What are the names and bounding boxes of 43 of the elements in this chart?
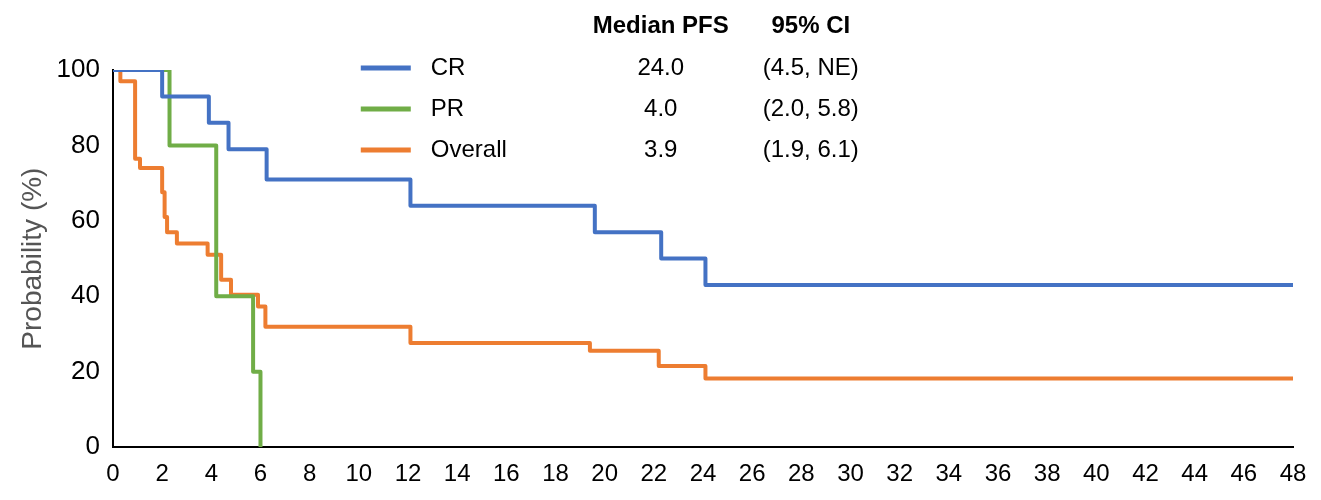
annotation: 24.0 <box>637 52 685 80</box>
x-tick-label: 12 <box>394 459 422 487</box>
y-tick-label: 80 <box>71 128 100 159</box>
annotation: 4.0 <box>644 93 678 121</box>
x-tick-label: 32 <box>886 459 914 487</box>
legend-label: Overall <box>430 134 507 162</box>
annotation: (4.5, NE) <box>762 52 859 80</box>
annotation: (1.9, 6.1) <box>762 134 859 162</box>
legend-title: Median PFS <box>592 10 729 38</box>
x-tick-label: 44 <box>1181 459 1209 487</box>
x-tick-label: 20 <box>591 459 619 487</box>
annotation: (2.0, 5.8) <box>762 93 859 121</box>
x-tick-label: 38 <box>1033 459 1061 487</box>
x-tick-label: 4 <box>204 459 218 487</box>
y-axis-title: Probability (%) <box>15 167 47 350</box>
x-tick-label: 10 <box>345 459 373 487</box>
x-tick-label: 16 <box>492 459 520 487</box>
x-tick-label: 48 <box>1279 459 1307 487</box>
y-tick-label: 40 <box>71 279 100 310</box>
x-tick-label: 42 <box>1132 459 1159 487</box>
x-tick-label: 6 <box>253 459 268 487</box>
y-tick-label: 20 <box>71 354 100 385</box>
x-tick-label: 26 <box>738 459 766 487</box>
x-tick-label: 40 <box>1082 459 1110 487</box>
y-tick-label: 0 <box>85 430 100 461</box>
x-tick-label: 28 <box>787 459 815 487</box>
x-tick-label: 34 <box>935 459 963 487</box>
x-tick-label: 36 <box>984 459 1012 487</box>
x-tick-label: 24 <box>689 459 717 487</box>
x-tick-label: 14 <box>443 459 471 487</box>
x-tick-label: 22 <box>640 459 668 487</box>
x-tick-label: 2 <box>155 459 169 487</box>
y-tick-label: 100 <box>56 53 100 84</box>
x-tick-label: 30 <box>837 459 864 487</box>
annotation: 3.9 <box>644 134 678 162</box>
x-tick-label: 0 <box>106 459 120 487</box>
text: 95% CI <box>771 10 851 38</box>
y-tick-label: 60 <box>71 204 100 235</box>
x-tick-label: 18 <box>542 459 569 487</box>
x-tick-label: 8 <box>302 459 317 487</box>
legend-label: CR <box>430 52 466 80</box>
x-tick-label: 46 <box>1230 459 1258 487</box>
legend-label: PR <box>430 93 465 121</box>
